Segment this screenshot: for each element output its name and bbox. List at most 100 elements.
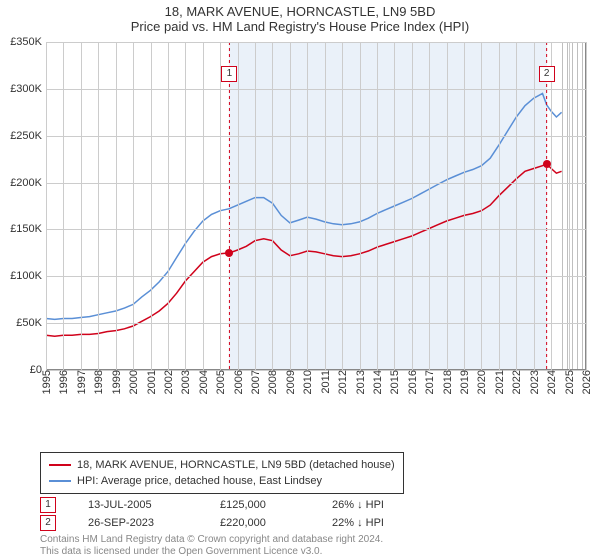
event-number-box: 2 xyxy=(40,515,56,531)
x-tick-label: 2017 xyxy=(422,370,436,394)
y-tick-label: £150K xyxy=(10,223,46,235)
event-price: £220,000 xyxy=(220,514,300,532)
x-gridline xyxy=(116,42,117,370)
x-tick-label: 2001 xyxy=(144,370,158,394)
x-gridline xyxy=(325,42,326,370)
x-tick-label: 2013 xyxy=(353,370,367,394)
x-gridline xyxy=(377,42,378,370)
x-gridline xyxy=(481,42,482,370)
x-gridline xyxy=(342,42,343,370)
y-tick-label: £300K xyxy=(10,83,46,95)
y-gridline xyxy=(46,229,586,230)
legend-item: 18, MARK AVENUE, HORNCASTLE, LN9 5BD (de… xyxy=(49,457,395,473)
footer-line-2: This data is licensed under the Open Gov… xyxy=(40,546,383,558)
y-gridline xyxy=(46,42,586,43)
footer-line-1: Contains HM Land Registry data © Crown c… xyxy=(40,534,383,546)
x-tick-label: 2026 xyxy=(579,370,593,394)
y-gridline xyxy=(46,136,586,137)
event-price: £125,000 xyxy=(220,496,300,514)
x-gridline xyxy=(569,42,570,370)
event-number-box: 1 xyxy=(40,497,56,513)
x-tick-label: 2024 xyxy=(544,370,558,394)
x-gridline xyxy=(238,42,239,370)
x-tick-label: 2015 xyxy=(387,370,401,394)
x-gridline xyxy=(133,42,134,370)
y-tick-label: £50K xyxy=(16,317,46,329)
x-tick-label: 2005 xyxy=(213,370,227,394)
footer: Contains HM Land Registry data © Crown c… xyxy=(40,534,383,558)
x-gridline xyxy=(516,42,517,370)
x-tick-label: 2002 xyxy=(161,370,175,394)
x-tick-label: 2004 xyxy=(196,370,210,394)
event-data-point xyxy=(225,249,233,257)
x-gridline xyxy=(63,42,64,370)
x-tick-label: 2008 xyxy=(265,370,279,394)
x-gridline xyxy=(586,42,587,370)
y-gridline xyxy=(46,183,586,184)
x-gridline xyxy=(151,42,152,370)
x-gridline xyxy=(534,42,535,370)
title-line-2: Price paid vs. HM Land Registry's House … xyxy=(0,19,600,34)
x-tick-label: 2006 xyxy=(231,370,245,394)
x-tick-label: 2011 xyxy=(318,370,332,394)
x-gridline xyxy=(307,42,308,370)
x-tick-label: 2009 xyxy=(283,370,297,394)
event-date: 13-JUL-2005 xyxy=(88,496,188,514)
x-gridline xyxy=(46,42,47,370)
x-tick-label: 1995 xyxy=(39,370,53,394)
chart-titles: 18, MARK AVENUE, HORNCASTLE, LN9 5BD Pri… xyxy=(0,0,600,34)
x-tick-label: 2012 xyxy=(335,370,349,394)
y-gridline xyxy=(46,89,586,90)
x-tick-label: 2010 xyxy=(300,370,314,394)
event-marker-box: 1 xyxy=(221,66,237,82)
event-pct-vs-hpi: 22% ↓ HPI xyxy=(332,514,442,532)
x-gridline xyxy=(394,42,395,370)
x-gridline xyxy=(412,42,413,370)
x-gridline xyxy=(429,42,430,370)
event-row: 1 13-JUL-2005 £125,000 26% ↓ HPI xyxy=(40,496,442,514)
x-tick-label: 2023 xyxy=(527,370,541,394)
x-gridline xyxy=(220,42,221,370)
x-tick-label: 2003 xyxy=(178,370,192,394)
legend: 18, MARK AVENUE, HORNCASTLE, LN9 5BD (de… xyxy=(40,452,404,494)
event-table: 113-JUL-2005£125,00026% ↓ HPI226-SEP-202… xyxy=(40,496,442,532)
x-gridline xyxy=(360,42,361,370)
x-gridline xyxy=(81,42,82,370)
y-tick-label: £250K xyxy=(10,130,46,142)
x-tick-label: 2021 xyxy=(492,370,506,394)
x-gridline xyxy=(464,42,465,370)
event-data-point xyxy=(543,160,551,168)
x-tick-label: 2016 xyxy=(405,370,419,394)
x-gridline xyxy=(272,42,273,370)
y-tick-label: £100K xyxy=(10,270,46,282)
plot-area: £0£50K£100K£150K£200K£250K£300K£350K1995… xyxy=(46,42,586,370)
x-gridline xyxy=(168,42,169,370)
event-pct-vs-hpi: 26% ↓ HPI xyxy=(332,496,442,514)
x-tick-label: 2019 xyxy=(457,370,471,394)
x-tick-label: 1996 xyxy=(56,370,70,394)
x-gridline xyxy=(255,42,256,370)
x-gridline xyxy=(185,42,186,370)
x-tick-label: 2018 xyxy=(440,370,454,394)
line-series-svg xyxy=(46,42,586,370)
legend-label: 18, MARK AVENUE, HORNCASTLE, LN9 5BD (de… xyxy=(77,457,395,473)
x-gridline xyxy=(203,42,204,370)
x-tick-label: 2025 xyxy=(562,370,576,394)
y-tick-label: £350K xyxy=(10,36,46,48)
x-gridline xyxy=(290,42,291,370)
x-tick-label: 2007 xyxy=(248,370,262,394)
x-gridline xyxy=(447,42,448,370)
event-row: 226-SEP-2023£220,00022% ↓ HPI xyxy=(40,514,442,532)
x-tick-label: 1997 xyxy=(74,370,88,394)
series-property xyxy=(46,164,562,336)
x-tick-label: 2022 xyxy=(509,370,523,394)
x-gridline xyxy=(551,42,552,370)
chart: £0£50K£100K£150K£200K£250K£300K£350K1995… xyxy=(0,42,600,412)
x-gridline xyxy=(98,42,99,370)
legend-swatch xyxy=(49,464,71,466)
title-line-1: 18, MARK AVENUE, HORNCASTLE, LN9 5BD xyxy=(0,4,600,19)
legend-item: HPI: Average price, detached house, East… xyxy=(49,473,395,489)
y-gridline xyxy=(46,323,586,324)
legend-label: HPI: Average price, detached house, East… xyxy=(77,473,322,489)
x-tick-label: 2000 xyxy=(126,370,140,394)
